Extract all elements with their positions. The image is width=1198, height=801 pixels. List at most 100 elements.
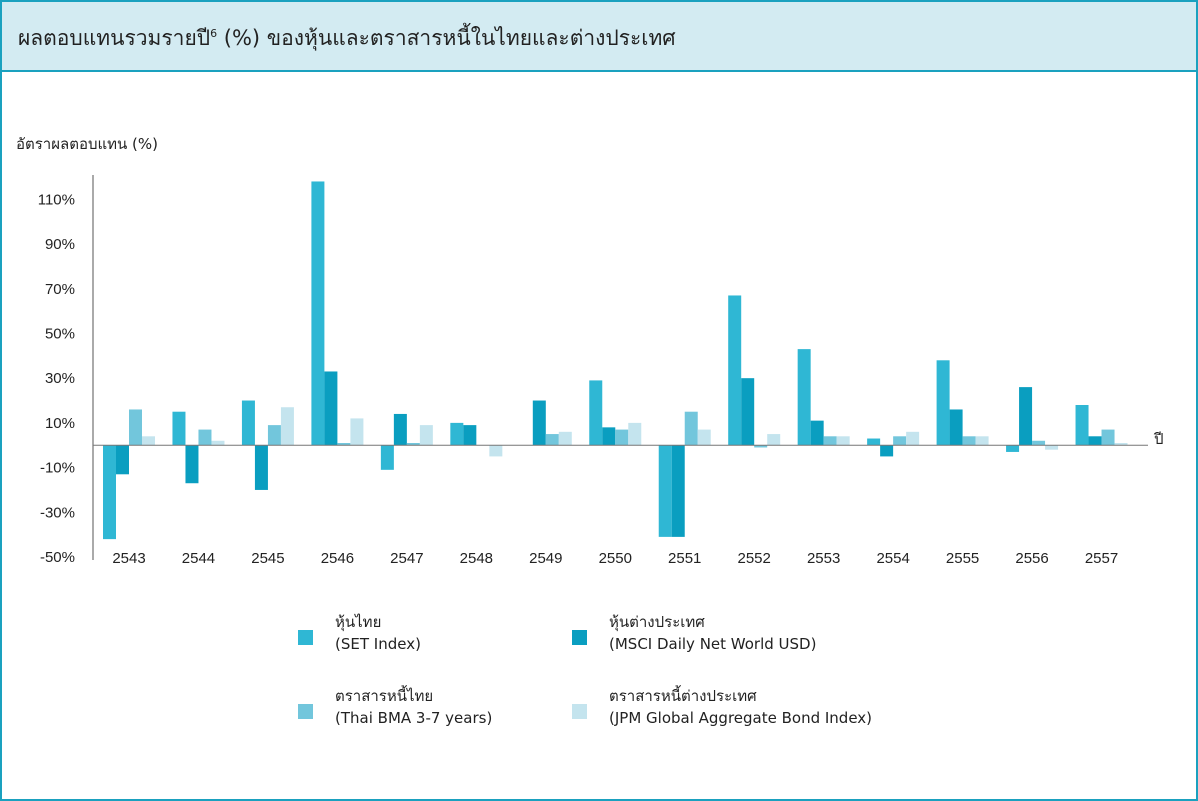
bar-2552-s1 — [728, 295, 742, 446]
y-tick-label: 30% — [45, 370, 75, 387]
bar-2547-s1 — [380, 445, 394, 470]
legend-series-name: ตราสารหนี้ไทย — [335, 687, 434, 705]
x-tick-label: 2555 — [946, 550, 979, 567]
legend-series-name: หุ้นไทย — [335, 613, 382, 631]
title-main: ผลตอบแทนรวมรายปี — [18, 26, 211, 50]
legend-series-index: (Thai BMA 3-7 years) — [335, 709, 493, 727]
bar-2552-s2 — [741, 378, 755, 446]
y-tick-label: 90% — [45, 236, 75, 253]
x-tick-label: 2550 — [599, 550, 632, 567]
bar-2553-s1 — [797, 349, 811, 446]
bar-2552-s3 — [754, 445, 768, 448]
bar-2544-s4 — [211, 440, 225, 446]
legend-swatch-1 — [298, 630, 313, 645]
legend-series-index: (MSCI Daily Net World USD) — [609, 635, 817, 653]
bar-2547-s4 — [419, 425, 433, 446]
bar-2547-s2 — [393, 413, 407, 446]
legend-swatch-3 — [298, 704, 313, 719]
y-tick-label: 70% — [45, 281, 75, 298]
legend-label-4: ตราสารหนี้ต่างประเทศ (JPM Global Aggregat… — [609, 685, 872, 729]
y-tick-label: -10% — [40, 460, 75, 477]
legend-swatch-4 — [572, 704, 587, 719]
legend-label-2: หุ้นต่างประเทศ (MSCI Daily Net World USD) — [609, 611, 816, 655]
x-tick-label: 2551 — [668, 550, 701, 567]
x-tick-label: 2553 — [807, 550, 840, 567]
y-tick-label: 110% — [38, 191, 75, 208]
bar-2554-s1 — [867, 438, 881, 446]
x-tick-label: 2548 — [460, 550, 493, 567]
bar-2554-s2 — [880, 445, 894, 457]
bar-2550-s4 — [628, 422, 642, 446]
bar-2551-s4 — [697, 429, 711, 446]
bar-2549-s3 — [545, 434, 559, 446]
bar-2545-s1 — [241, 400, 255, 446]
legend-series-index: (JPM Global Aggregate Bond Index) — [609, 709, 873, 727]
bar-2557-s4 — [1114, 443, 1128, 446]
bar-2550-s2 — [602, 427, 616, 446]
bar-2548-s1 — [450, 422, 464, 446]
bar-2551-s2 — [671, 445, 685, 537]
x-tick-label: 2552 — [738, 550, 771, 567]
legend-series-name: ตราสารหนี้ต่างประเทศ — [609, 687, 757, 705]
y-axis-label: อัตราผลตอบแทน (%) — [16, 135, 159, 153]
bar-2556-s2 — [1019, 387, 1033, 446]
bar-2546-s3 — [337, 443, 351, 446]
legend-series-index: (SET Index) — [335, 635, 421, 653]
bar-2555-s3 — [962, 436, 976, 446]
bar-2551-s1 — [658, 445, 672, 537]
legend-swatch-2 — [572, 630, 587, 645]
bar-2552-s4 — [767, 434, 781, 446]
legend-label-3: ตราสารหนี้ไทย (Thai BMA 3-7 years) — [335, 685, 492, 729]
bar-2543-s1 — [103, 445, 116, 540]
y-tick-label: 50% — [45, 325, 75, 342]
title-rest: (%) ของหุ้นและตราสารหนี้ในไทยและต่างประเ… — [217, 26, 676, 50]
bar-2546-s4 — [350, 418, 364, 446]
bar-2556-s1 — [1006, 445, 1020, 452]
bar-2546-s2 — [324, 371, 338, 446]
bar-2544-s3 — [198, 429, 212, 446]
x-tick-label: 2557 — [1085, 550, 1118, 567]
x-tick-label: 2546 — [321, 550, 354, 567]
bar-2543-s3 — [129, 409, 142, 446]
bar-2555-s1 — [936, 360, 950, 446]
bar-2557-s1 — [1075, 405, 1089, 446]
bar-2544-s1 — [172, 411, 186, 446]
bar-2557-s3 — [1101, 429, 1115, 446]
y-tick-label: -30% — [40, 504, 75, 521]
y-tick-label: 10% — [45, 415, 75, 432]
x-tick-label: 2549 — [529, 550, 562, 567]
bar-2548-s2 — [463, 425, 477, 446]
bar-2553-s4 — [836, 436, 850, 446]
y-tick-label: -50% — [40, 549, 75, 566]
bar-2555-s4 — [975, 436, 989, 446]
bar-2555-s2 — [949, 409, 963, 446]
bar-2550-s1 — [589, 380, 603, 446]
bar-2547-s3 — [406, 443, 420, 446]
bar-2545-s4 — [280, 407, 294, 446]
bar-2554-s4 — [906, 431, 920, 446]
bar-2554-s3 — [893, 436, 907, 446]
bar-2551-s3 — [684, 411, 698, 446]
bar-2545-s3 — [267, 425, 281, 446]
bar-2553-s3 — [823, 436, 837, 446]
title-footnote: 6 — [210, 27, 218, 40]
bar-2550-s3 — [615, 429, 629, 446]
bar-2548-s4 — [489, 445, 503, 457]
bar-2543-s2 — [116, 445, 129, 475]
bar-2557-s2 — [1088, 436, 1102, 446]
x-tick-label: 2544 — [182, 550, 215, 567]
bar-2556-s4 — [1045, 445, 1059, 450]
legend-series-name: หุ้นต่างประเทศ — [609, 613, 705, 631]
bar-2545-s2 — [254, 445, 268, 490]
bar-2546-s1 — [311, 181, 325, 446]
bar-2543-s4 — [142, 436, 155, 446]
x-axis-label: ปี — [1153, 431, 1163, 448]
bar-2549-s4 — [558, 431, 572, 446]
chart-title: ผลตอบแทนรวมรายปี6 (%) ของหุ้นและตราสารหน… — [18, 22, 676, 55]
legend-label-1: หุ้นไทย (SET Index) — [335, 611, 421, 655]
bar-2544-s2 — [185, 445, 199, 484]
bar-2553-s2 — [810, 420, 824, 446]
bar-2556-s3 — [1032, 440, 1046, 446]
